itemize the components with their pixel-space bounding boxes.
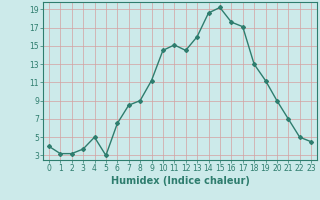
X-axis label: Humidex (Indice chaleur): Humidex (Indice chaleur)	[111, 176, 249, 186]
